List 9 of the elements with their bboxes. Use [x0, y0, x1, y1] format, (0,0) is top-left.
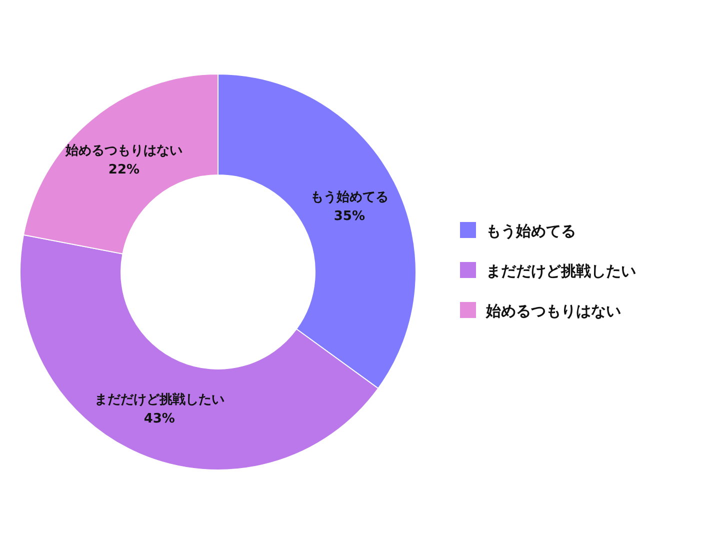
slice-label: もう始めてる — [310, 190, 388, 206]
slice-label: 始めるつもりはない — [64, 143, 182, 158]
legend-label: まだだけど挑戦したい — [486, 262, 636, 280]
data-label: 35% — [334, 209, 365, 224]
slice-label: まだだけど挑戦したい — [94, 391, 224, 408]
data-label: 43% — [144, 411, 175, 426]
legend-label: 始めるつもりはない — [485, 302, 621, 320]
legend-label: もう始めてる — [486, 222, 576, 240]
data-label: 22% — [108, 162, 140, 178]
